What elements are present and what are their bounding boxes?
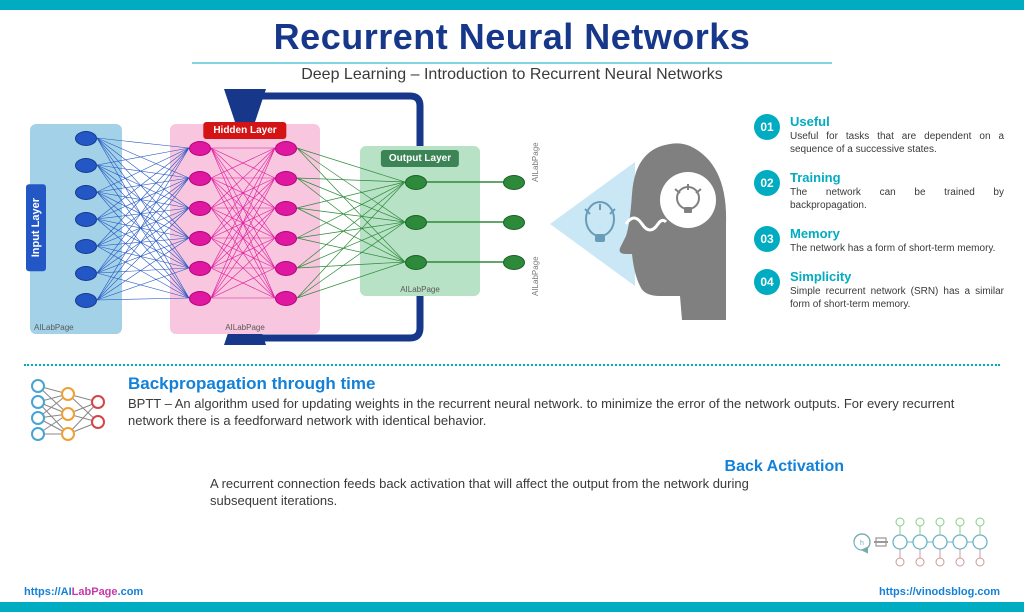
hidden-node (275, 291, 297, 306)
hidden-node (189, 201, 211, 216)
input-node (75, 293, 97, 308)
feature-title: Simplicity (790, 269, 1004, 284)
feature-desc: The network has a form of short-term mem… (790, 242, 1004, 255)
bptt-desc: BPTT – An algorithm used for updating we… (128, 396, 998, 430)
feature-desc: Simple recurrent network (SRN) has a sim… (790, 285, 1004, 311)
bottom-border (0, 602, 1024, 612)
hidden-node (275, 231, 297, 246)
feature-number: 03 (754, 226, 780, 252)
feature-number: 04 (754, 269, 780, 295)
input-node (75, 158, 97, 173)
feature-number: 02 (754, 170, 780, 196)
input-node (75, 266, 97, 281)
footer-part: LabPage (72, 586, 118, 598)
feature-item: 04 Simplicity Simple recurrent network (… (754, 269, 1004, 311)
feature-number: 01 (754, 114, 780, 140)
output-node (405, 215, 427, 230)
top-border (0, 0, 1024, 10)
mini-network-icon (26, 374, 116, 454)
footer-left-link: https://AILabPage.com (24, 586, 143, 598)
divider-dotted (24, 364, 1000, 366)
footer-right-link: https://vinodsblog.com (879, 586, 1000, 598)
page-title: Recurrent Neural Networks (0, 16, 1024, 58)
hidden-node (275, 171, 297, 186)
output-node (405, 175, 427, 190)
unrolled-rnn-icon: h (848, 512, 998, 572)
back-activation-title: Back Activation (0, 458, 1024, 476)
rnn-diagram: Input Layer AILabPage Hidden Layer AILab… (20, 96, 746, 356)
bptt-section: Backpropagation through time BPTT – An a… (0, 374, 1024, 454)
header: Recurrent Neural Networks Deep Learning … (0, 0, 1024, 84)
hidden-node (189, 171, 211, 186)
feature-item: 03 Memory The network has a form of shor… (754, 226, 1004, 255)
output-node (503, 215, 525, 230)
svg-text:AILabPage: AILabPage (531, 142, 540, 182)
hidden-node (189, 261, 211, 276)
output-node (503, 175, 525, 190)
svg-text:h: h (860, 540, 864, 547)
back-activation-desc: A recurrent connection feeds back activa… (0, 476, 1024, 510)
feature-title: Training (790, 170, 1004, 185)
hidden-node (275, 201, 297, 216)
input-node (75, 185, 97, 200)
features-list: 01 Useful Useful for tasks that are depe… (754, 96, 1004, 356)
output-node (405, 255, 427, 270)
feature-desc: The network can be trained by backpropag… (790, 186, 1004, 212)
feature-item: 01 Useful Useful for tasks that are depe… (754, 114, 1004, 156)
output-node (503, 255, 525, 270)
footer-part: https://AI (24, 586, 72, 598)
input-node (75, 212, 97, 227)
feature-desc: Useful for tasks that are dependent on a… (790, 130, 1004, 156)
bptt-title: Backpropagation through time (128, 374, 998, 394)
input-node (75, 131, 97, 146)
hidden-node (189, 231, 211, 246)
hidden-node (189, 141, 211, 156)
content-row: Input Layer AILabPage Hidden Layer AILab… (0, 84, 1024, 356)
head-illustration: AILabPage AILabPage (530, 124, 750, 324)
svg-text:AILabPage: AILabPage (531, 256, 540, 296)
feature-title: Useful (790, 114, 1004, 129)
hidden-node (275, 261, 297, 276)
footer-part: .com (118, 586, 144, 598)
title-underline (192, 62, 832, 64)
input-node (75, 239, 97, 254)
hidden-node (275, 141, 297, 156)
connections (20, 96, 560, 356)
feature-title: Memory (790, 226, 1004, 241)
hidden-node (189, 291, 211, 306)
feature-item: 02 Training The network can be trained b… (754, 170, 1004, 212)
page-subtitle: Deep Learning – Introduction to Recurren… (0, 66, 1024, 84)
